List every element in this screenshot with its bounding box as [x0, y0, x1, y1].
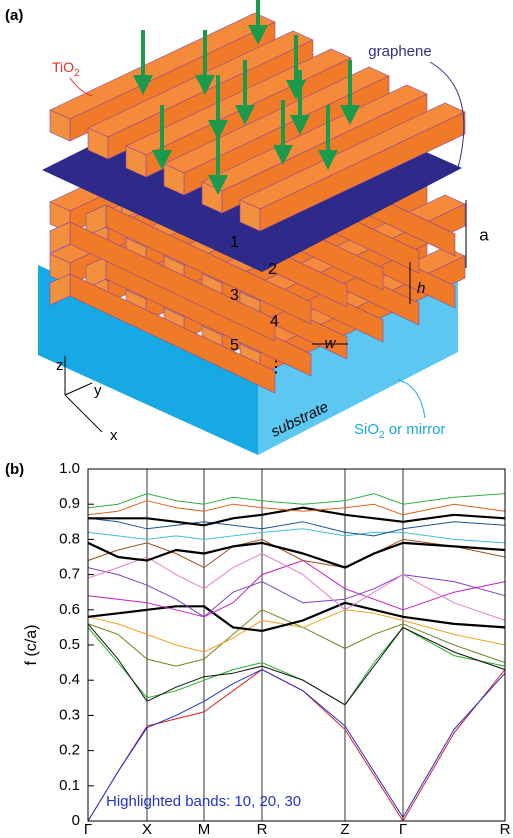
- band-line: [88, 610, 505, 652]
- layer-number: ⋮: [268, 359, 284, 376]
- layer-number: 3: [230, 287, 239, 304]
- sio2: SiO: [354, 421, 379, 438]
- x-tick-label: Z: [340, 821, 349, 838]
- tio2: TiO: [52, 59, 74, 75]
- axis-y: [65, 383, 92, 395]
- y-tick-label: 0: [72, 812, 80, 829]
- axis-y-label: y: [94, 382, 102, 399]
- layer-number: 2: [268, 261, 277, 278]
- band-line: [88, 529, 505, 543]
- y-tick-label: 0.1: [59, 777, 80, 794]
- axis-x-label: x: [110, 427, 118, 444]
- x-tick-label: R: [500, 821, 511, 838]
- layer-number: 1: [230, 234, 239, 251]
- band-line: [88, 494, 505, 508]
- y-tick-label: 0.3: [59, 706, 80, 723]
- tio2-sub: 2: [74, 68, 80, 79]
- band-line: [88, 518, 505, 536]
- x-tick-label: M: [198, 821, 211, 838]
- y-tick-label: 0.8: [59, 530, 80, 547]
- band-line: [88, 627, 505, 704]
- y-axis-label: f (c/a): [23, 625, 40, 666]
- dim-h: h: [417, 280, 425, 297]
- sio2-rest: or mirror: [385, 421, 446, 438]
- sio2-arrow: [398, 380, 425, 418]
- y-tick-label: 0.7: [59, 566, 80, 583]
- panel-label: (b): [5, 461, 24, 478]
- x-tick-label: X: [142, 821, 152, 838]
- plot-frame: [88, 469, 505, 821]
- x-tick-label: Γ: [84, 821, 92, 838]
- figure: (a) TiO2 graphene a h w 12345⋮ z y x sub…: [0, 0, 513, 838]
- sio2-label: SiO2 or mirror: [354, 421, 445, 441]
- band-line: [88, 543, 505, 568]
- band-line: [88, 539, 505, 567]
- panel-label: (a): [5, 7, 23, 24]
- y-tick-label: 0.2: [59, 742, 80, 759]
- y-tick-label: 0.5: [59, 636, 80, 653]
- layer-number: 4: [270, 313, 279, 330]
- graphene-label: graphene: [368, 43, 431, 60]
- annotation: Highlighted bands: 10, 20, 30: [106, 793, 301, 810]
- x-tick-label: R: [257, 821, 268, 838]
- axis-x: [65, 395, 102, 432]
- y-tick-label: 0.6: [59, 601, 80, 618]
- y-tick-label: 0.9: [59, 495, 80, 512]
- y-tick-label: 1.0: [59, 460, 80, 477]
- tio2-label: TiO2: [52, 59, 80, 79]
- layer-number: 5: [230, 337, 239, 354]
- dim-a: a: [479, 225, 489, 244]
- panel-b: (b) f (c/a) 0 0.1 0.2 0.3 0.4 0.5 0.6 0.7 0.8 0.9…: [5, 460, 511, 838]
- band-line: [88, 610, 505, 666]
- axis-z-label: z: [56, 357, 64, 374]
- y-tick-label: 0.4: [59, 671, 80, 688]
- plot: 0 0.1 0.2 0.3 0.4 0.5 0.6 0.7 0.8 0.9 1.0 Γ X M R Z Γ R: [59, 460, 510, 838]
- x-tick-label: Γ: [399, 821, 407, 838]
- dim-w: w: [325, 335, 337, 352]
